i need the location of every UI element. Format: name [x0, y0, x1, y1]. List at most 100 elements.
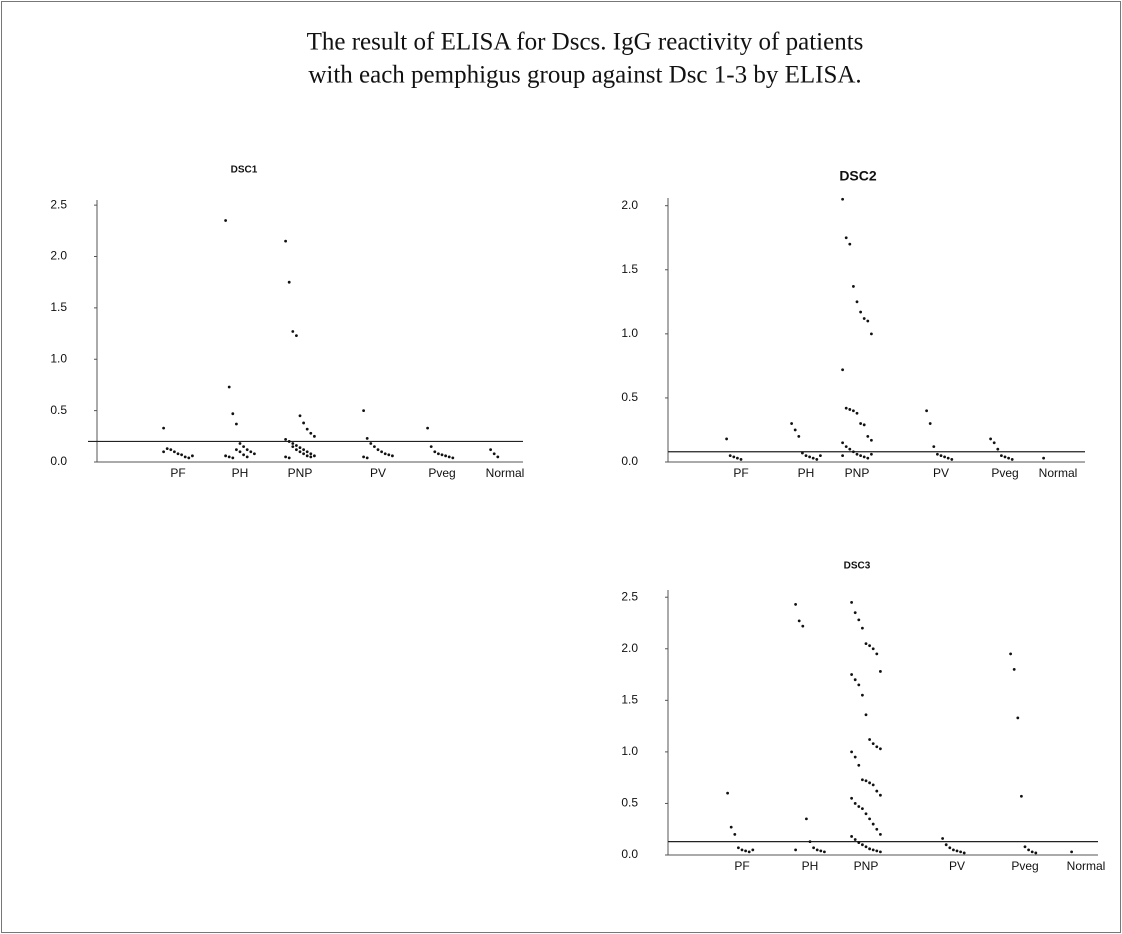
- data-point: [291, 445, 295, 448]
- data-point: [1034, 851, 1038, 855]
- data-point: [862, 423, 866, 427]
- data-point: [852, 450, 855, 454]
- x-tick-label: PNP: [854, 859, 879, 873]
- data-point: [284, 437, 287, 441]
- data-point: [868, 738, 871, 741]
- data-point: [426, 426, 429, 430]
- data-point: [451, 456, 455, 460]
- data-point: [249, 450, 253, 454]
- data-point: [291, 330, 295, 333]
- data-point: [295, 444, 298, 447]
- data-point: [879, 832, 882, 836]
- data-point: [1020, 794, 1023, 798]
- data-point: [857, 618, 861, 622]
- data-point: [313, 434, 316, 438]
- data-point: [952, 848, 955, 852]
- data-point: [804, 454, 808, 457]
- data-point: [245, 448, 249, 452]
- data-point: [868, 644, 871, 648]
- data-point: [302, 448, 305, 452]
- data-point: [823, 850, 826, 854]
- data-point: [383, 452, 387, 456]
- x-tick-label: PH: [802, 859, 819, 873]
- data-point: [844, 445, 848, 449]
- data-point: [309, 455, 313, 459]
- data-point: [162, 426, 166, 430]
- data-point: [1000, 454, 1003, 457]
- x-tick-label: PNP: [288, 466, 313, 480]
- data-point: [862, 455, 866, 459]
- data-point: [1030, 850, 1034, 854]
- data-point: [739, 458, 743, 461]
- data-point: [790, 422, 793, 425]
- data-point: [287, 280, 291, 284]
- data-point: [861, 693, 864, 697]
- data-point: [950, 458, 954, 461]
- y-tick-label: 1.5: [50, 300, 67, 314]
- data-point: [801, 624, 805, 628]
- x-tick-label: PH: [232, 466, 249, 480]
- data-point: [866, 319, 870, 323]
- data-point: [295, 448, 298, 452]
- data-point: [180, 453, 184, 457]
- plot-title: DSC2: [839, 168, 877, 184]
- data-point: [736, 456, 739, 460]
- data-point: [187, 456, 191, 460]
- x-tick-label: Pveg: [1011, 859, 1038, 873]
- data-point: [928, 422, 932, 425]
- data-point: [725, 437, 728, 441]
- data-point: [819, 849, 823, 853]
- data-point: [879, 747, 882, 751]
- data-point: [253, 452, 256, 456]
- data-point: [1016, 716, 1020, 720]
- data-point: [859, 422, 862, 425]
- data-point: [850, 600, 853, 604]
- data-point: [369, 442, 373, 445]
- data-point: [959, 850, 962, 854]
- data-point: [298, 450, 302, 454]
- data-point: [489, 448, 492, 452]
- data-point: [925, 409, 928, 413]
- data-point: [726, 791, 729, 795]
- data-point: [728, 454, 732, 457]
- data-point: [871, 783, 875, 787]
- data-point: [365, 456, 369, 460]
- data-point: [850, 835, 853, 838]
- data-point: [302, 421, 305, 425]
- data-point: [862, 317, 866, 320]
- data-point: [868, 817, 871, 821]
- data-point: [235, 448, 238, 452]
- data-point: [841, 368, 844, 372]
- data-point: [242, 445, 246, 448]
- data-point: [309, 452, 313, 456]
- data-point: [440, 453, 444, 457]
- data-point: [227, 455, 231, 459]
- data-point: [853, 838, 857, 841]
- data-point: [808, 455, 811, 459]
- data-point: [861, 807, 864, 810]
- data-point: [864, 642, 868, 646]
- x-tick-label: PNP: [845, 466, 870, 480]
- data-point: [797, 619, 801, 623]
- data-point: [850, 750, 853, 754]
- data-point: [875, 849, 879, 853]
- data-point: [815, 848, 819, 852]
- data-point: [231, 456, 235, 460]
- data-point: [291, 442, 295, 445]
- data-point: [732, 455, 736, 459]
- data-point: [815, 458, 819, 461]
- data-point: [387, 453, 391, 457]
- x-tick-label: PV: [370, 466, 386, 480]
- data-point: [859, 454, 862, 457]
- data-point: [235, 422, 238, 426]
- data-point: [848, 242, 852, 246]
- data-point: [855, 300, 859, 304]
- data-point: [857, 841, 861, 845]
- y-tick-label: 2.0: [621, 641, 638, 655]
- data-point: [433, 450, 437, 454]
- data-point: [238, 442, 242, 445]
- data-point: [231, 412, 235, 416]
- data-point: [169, 448, 173, 452]
- y-tick-label: 2.5: [50, 197, 67, 211]
